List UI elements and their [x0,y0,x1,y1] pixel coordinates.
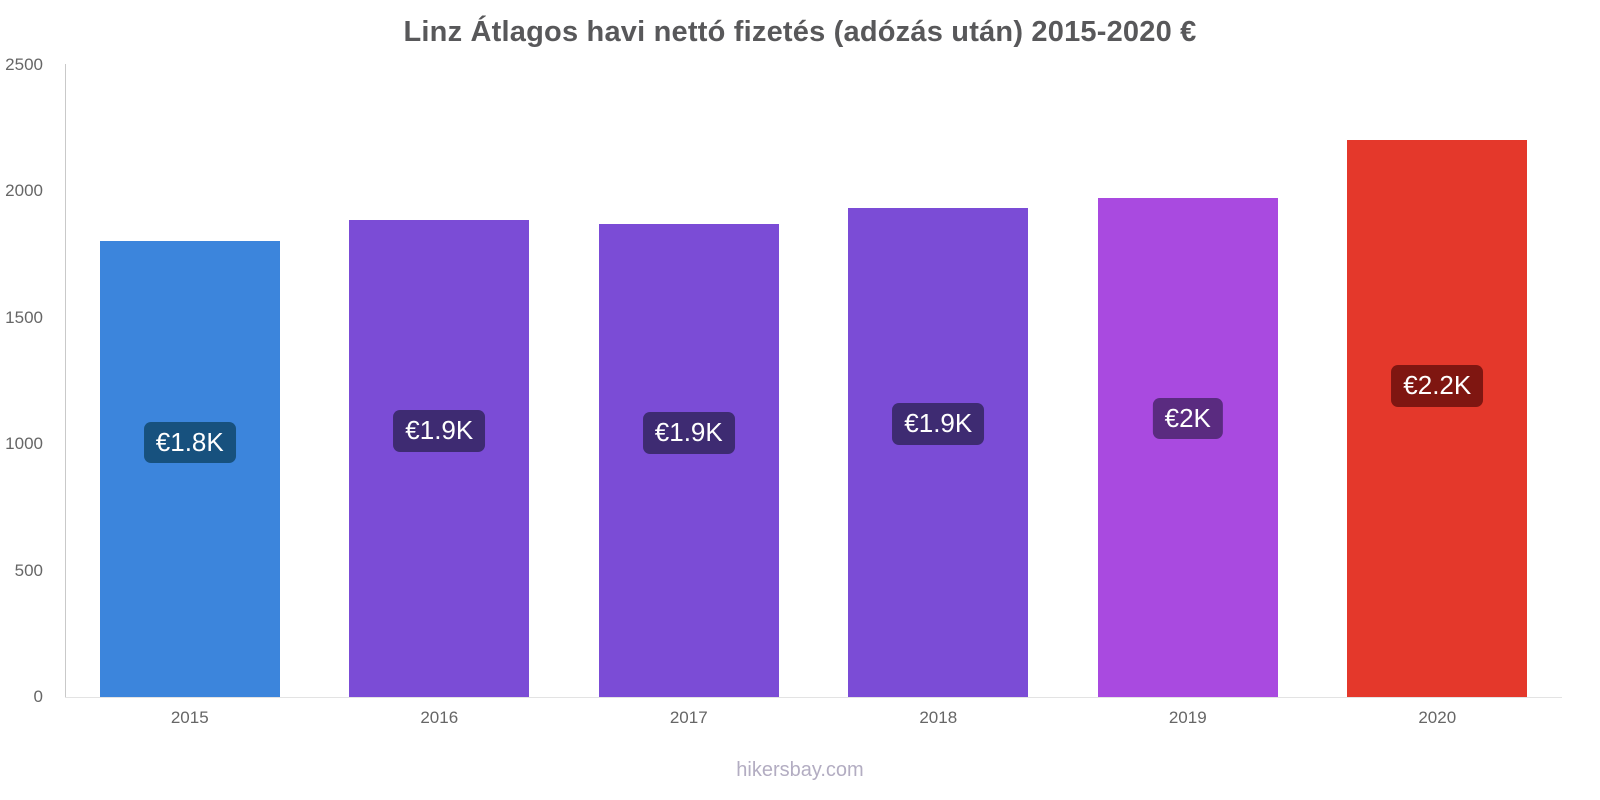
y-axis-tick-label: 500 [14,560,43,580]
x-axis: 2015 2016 2017 2018 2019 2020 [65,708,1562,734]
watermark: hikersbay.com [736,759,864,781]
bar-2020: €2.2K [1347,139,1528,697]
y-axis-tick-label: 1000 [5,434,43,454]
bar-value-badge: €1.9K [393,410,486,453]
bar-2018: €1.9K [848,207,1029,697]
y-axis-tick-label: 0 [33,687,43,706]
x-axis-label: 2018 [919,708,958,727]
x-axis-label: 2017 [669,708,708,727]
bar-2019: €2K [1097,197,1278,697]
bar-value-badge: €2.2K [1391,364,1484,407]
bar-value-badge: €1.8K [143,421,236,464]
x-axis-label: 2016 [420,708,459,727]
bar-value-badge: €2K [1152,397,1223,440]
bar-2016: €1.9K [349,220,530,697]
plot-area: €1.8K €1.9K €1.9K €1.9K €2K €2.2K [65,65,1562,697]
bar-value-badge: €1.9K [892,403,985,446]
chart-title: Linz Átlagos havi nettó fizetés (adózás … [403,16,1197,48]
y-axis: 0 500 1000 1500 2000 2500 [0,55,57,706]
x-axis-label: 2020 [1418,708,1457,727]
y-axis-tick-label: 1500 [5,307,43,327]
x-axis-baseline [65,697,1562,698]
bar-2017: €1.9K [598,224,779,697]
bar-2015: €1.8K [99,240,280,697]
y-axis-line [65,64,66,698]
y-axis-tick-label: 2500 [5,55,43,74]
x-axis-label: 2019 [1168,708,1207,727]
y-axis-tick-label: 2000 [5,181,43,201]
bar-value-badge: €1.9K [642,412,735,455]
x-axis-label: 2015 [170,708,209,727]
